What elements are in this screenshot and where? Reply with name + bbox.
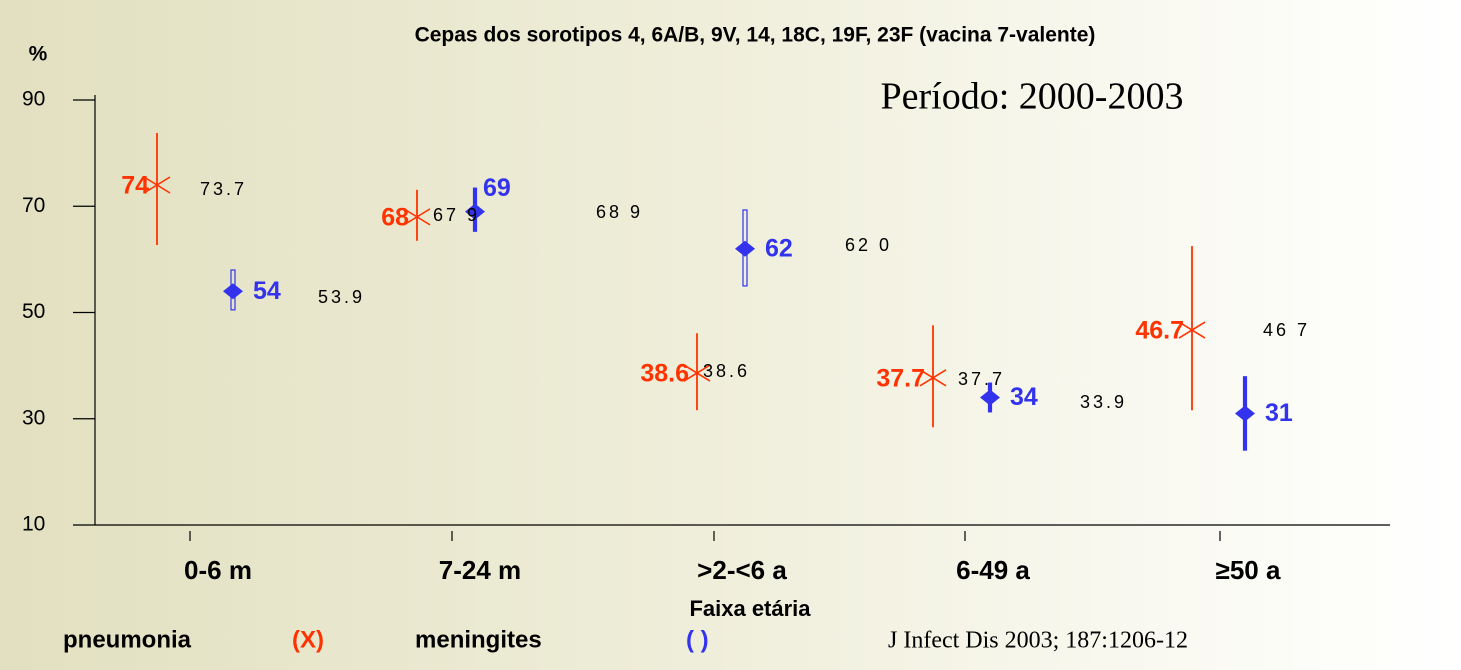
legend-label: pneumonia: [63, 626, 192, 653]
y-tick-label: 50: [22, 300, 45, 323]
annotation: 67 9: [433, 205, 480, 225]
source: J Infect Dis 2003; 187:1206-12: [888, 628, 1188, 654]
y-tick-label: 90: [22, 88, 45, 111]
data-label: 68: [381, 203, 409, 231]
annotation: 37.7: [958, 369, 1005, 389]
y-tick-label: 30: [22, 406, 45, 429]
x-axis-label: Faixa etária: [689, 596, 811, 621]
marker-diamond: [223, 283, 243, 300]
marker-x: [683, 364, 711, 382]
data-label: 69: [483, 174, 511, 202]
subtitle: Período: 2000-2003: [881, 76, 1184, 118]
x-tick-label: 7-24 m: [439, 555, 521, 585]
y-tick-label: 10: [22, 513, 45, 536]
marker-x-stroke: [403, 208, 431, 226]
legend-label: meningites: [415, 626, 542, 653]
data-label: 31: [1265, 399, 1293, 427]
x-tick-label: 6-49 a: [956, 555, 1030, 585]
x-tick-label: 0-6 m: [184, 555, 252, 585]
annotation: 46 7: [1263, 320, 1310, 340]
annotation: 73.7: [200, 179, 247, 199]
data-label: 62: [765, 234, 793, 262]
marker-x-stroke: [143, 176, 171, 194]
x-tick-label: ≥50 a: [1216, 555, 1281, 585]
data-label: 38.6: [640, 360, 689, 388]
data-label: 54: [253, 277, 281, 305]
y-axis-label: %: [29, 43, 48, 66]
marker-x: [143, 176, 171, 194]
marker-x: [919, 369, 947, 387]
marker-x-stroke: [1178, 321, 1206, 339]
legend-symbol: ( ): [686, 626, 709, 653]
marker-diamond: [465, 203, 485, 220]
annotation: 53.9: [318, 287, 365, 307]
data-label: 37.7: [876, 364, 925, 392]
data-label: 46.7: [1135, 317, 1184, 345]
x-tick-label: >2-<6 a: [697, 555, 787, 585]
annotation: 33.9: [1080, 392, 1127, 412]
marker-diamond: [1235, 405, 1255, 422]
legend-symbol: (X): [292, 626, 324, 653]
chart-title: Cepas dos sorotipos 4, 6A/B, 9V, 14, 18C…: [415, 24, 1096, 47]
data-label: 74: [121, 172, 149, 200]
marker-diamond: [735, 240, 755, 257]
marker-x: [1178, 321, 1206, 339]
annotation: 62 0: [845, 235, 892, 255]
y-tick-label: 70: [22, 194, 45, 217]
marker-x-stroke: [919, 369, 947, 387]
marker-diamond: [980, 389, 1000, 406]
marker-x: [403, 208, 431, 226]
annotation: 68 9: [596, 202, 643, 222]
marker-x-stroke: [683, 364, 711, 382]
annotation: 38.6: [703, 361, 750, 381]
data-label: 34: [1010, 383, 1038, 411]
